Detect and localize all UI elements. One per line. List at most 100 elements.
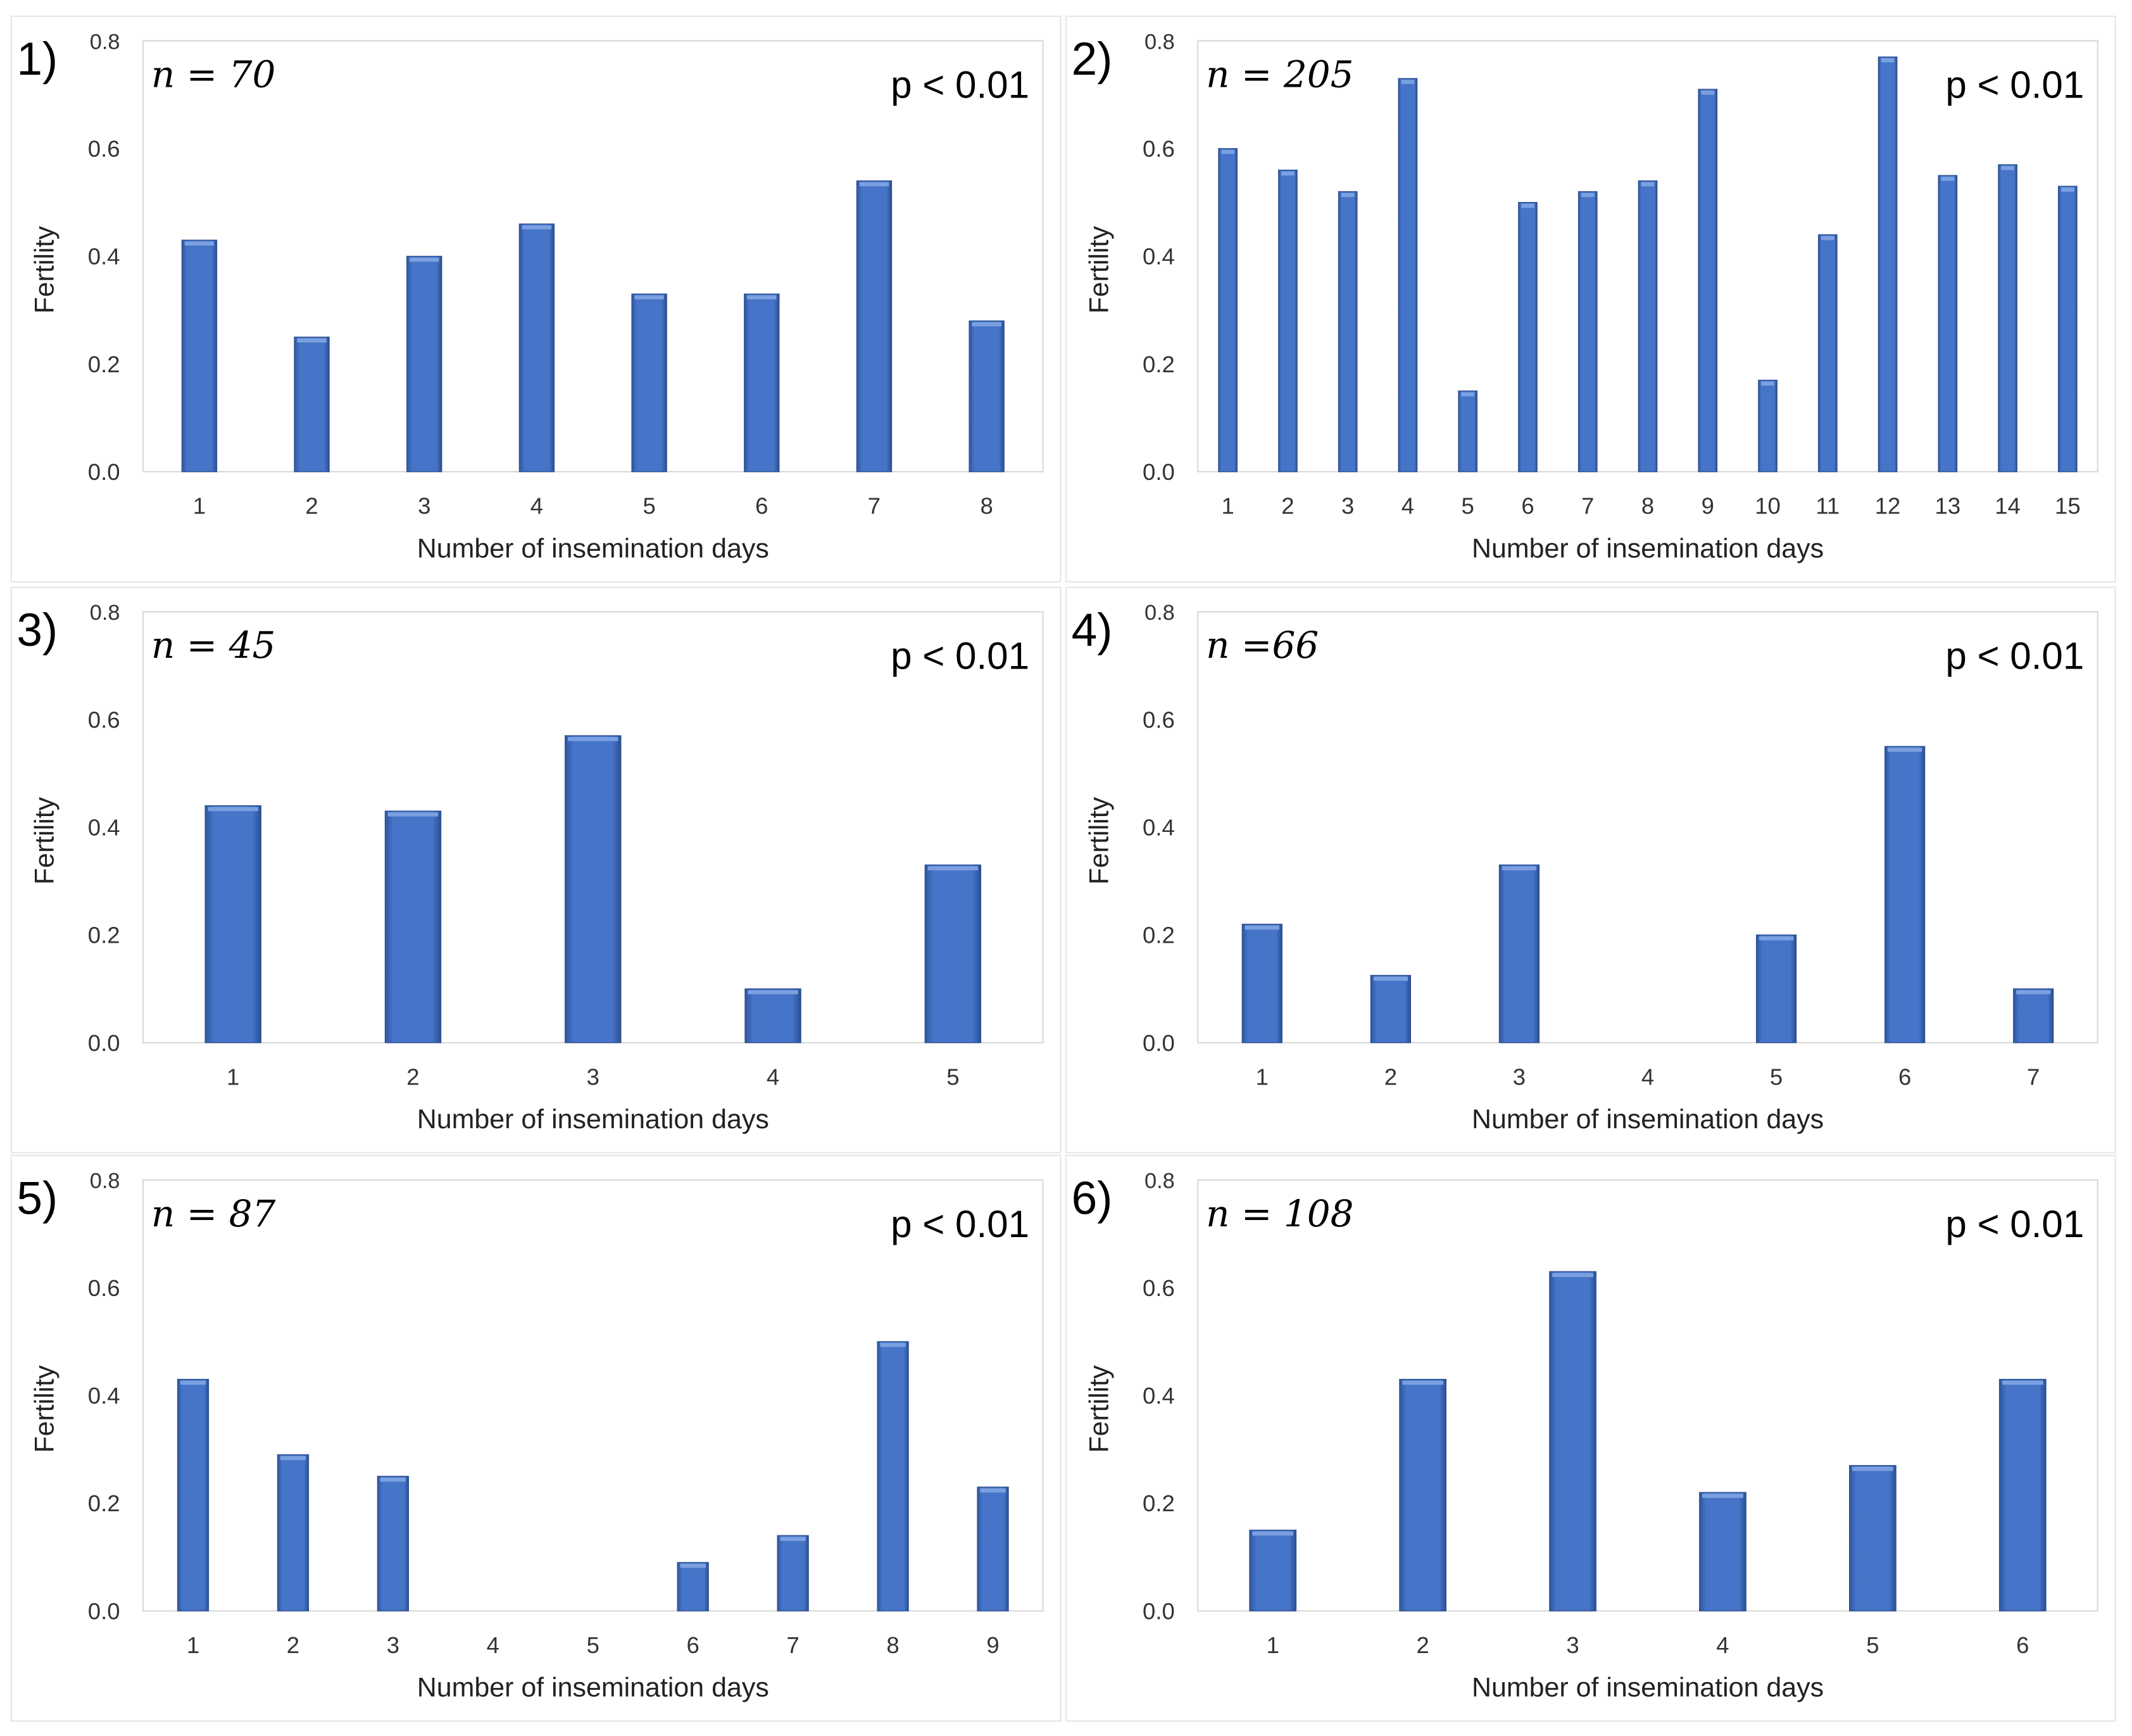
y-tick-label: 0.4 bbox=[1143, 814, 1175, 840]
y-tick-label: 0.6 bbox=[1143, 707, 1175, 733]
x-tick-label: 3 bbox=[1566, 1632, 1579, 1658]
panel-number: 3) bbox=[16, 605, 58, 656]
bar-1 bbox=[181, 239, 218, 472]
y-tick-label: 0.6 bbox=[88, 1275, 120, 1301]
bar-highlight bbox=[972, 322, 1001, 327]
p-value-label: p < 0.01 bbox=[1945, 634, 2084, 677]
y-tick-label: 0.4 bbox=[1143, 1383, 1175, 1409]
x-tick-label: 4 bbox=[1716, 1632, 1729, 1658]
y-tick-label: 0.2 bbox=[1143, 1490, 1175, 1516]
bar-6 bbox=[677, 1562, 709, 1612]
n-label: n = 87 bbox=[151, 1192, 276, 1235]
x-tick-label: 2 bbox=[305, 493, 318, 519]
bar-highlight bbox=[748, 990, 798, 995]
x-tick-label: 1 bbox=[193, 493, 206, 519]
x-tick-label: 2 bbox=[287, 1632, 299, 1658]
p-value-label: p < 0.01 bbox=[1945, 1203, 2084, 1245]
x-tick-label: 1 bbox=[1267, 1632, 1279, 1658]
bar-15 bbox=[2058, 186, 2078, 472]
y-tick-label: 0.4 bbox=[1143, 244, 1175, 270]
bar-9 bbox=[1698, 89, 1718, 472]
bar-highlight bbox=[634, 295, 664, 299]
y-tick-label: 0.4 bbox=[88, 814, 120, 840]
panel-number: 5) bbox=[16, 1173, 58, 1224]
bar-1 bbox=[177, 1378, 210, 1612]
bar-highlight bbox=[2002, 1380, 2043, 1385]
p-value-label: p < 0.01 bbox=[891, 634, 1029, 677]
y-tick-label: 0.8 bbox=[1144, 601, 1175, 625]
y-axis-title: Fertility bbox=[29, 1365, 60, 1453]
bar-highlight bbox=[1521, 203, 1534, 208]
x-tick-label: 2 bbox=[1384, 1064, 1397, 1090]
bar-3 bbox=[1338, 191, 1358, 472]
x-tick-label: 1 bbox=[1222, 493, 1234, 519]
x-tick-label: 4 bbox=[767, 1064, 779, 1090]
chart-panel-4: 4) 0.0 0.2 0.4 0.6 0.8 Fertility 1 2 3 4 5 6 7 Number … bbox=[1065, 586, 2116, 1154]
bar-highlight bbox=[387, 812, 439, 817]
bar-5 bbox=[631, 293, 667, 472]
bar-highlight bbox=[747, 295, 777, 299]
x-tick-label: 4 bbox=[1641, 1064, 1654, 1090]
bar-5 bbox=[1755, 934, 1797, 1043]
bar-3 bbox=[406, 256, 442, 472]
n-label: n = 108 bbox=[1206, 1192, 1353, 1235]
panel-number: 1) bbox=[16, 34, 58, 85]
bar-13 bbox=[1938, 175, 1958, 472]
x-tick-label: 1 bbox=[227, 1064, 239, 1090]
plot-area bbox=[1197, 611, 2098, 1043]
x-tick-label: 5 bbox=[1866, 1632, 1879, 1658]
x-tick-label: 9 bbox=[1702, 493, 1714, 519]
x-tick-label: 8 bbox=[1641, 493, 1654, 519]
y-tick-label: 0.6 bbox=[1143, 135, 1175, 161]
panel-number: 4) bbox=[1072, 605, 1113, 656]
bar-highlight bbox=[280, 1456, 306, 1461]
y-axis-title: Fertility bbox=[1084, 226, 1115, 314]
y-axis-title: Fertility bbox=[29, 796, 60, 884]
x-tick-label: 5 bbox=[946, 1064, 959, 1090]
y-axis-title: Fertility bbox=[29, 226, 60, 314]
x-tick-label: 7 bbox=[868, 493, 881, 519]
x-tick-label: 3 bbox=[1341, 493, 1354, 519]
bar-6 bbox=[1518, 202, 1538, 472]
bar-2 bbox=[384, 810, 442, 1043]
bar-7 bbox=[856, 180, 893, 472]
bar-14 bbox=[1998, 164, 2017, 472]
y-tick-label: 0.0 bbox=[1143, 459, 1175, 485]
bar-highlight bbox=[1881, 58, 1895, 63]
p-value-label: p < 0.01 bbox=[1945, 64, 2084, 106]
y-tick-label: 0.8 bbox=[1144, 30, 1175, 54]
x-tick-label: 4 bbox=[1401, 493, 1414, 519]
bar-highlight bbox=[1759, 936, 1794, 941]
chart-panel-1: 1) 0.0 0.2 0.4 0.6 0.8 Fertility 1 2 3 4 5 6 7 8 Number… bbox=[10, 15, 1062, 583]
bar-highlight bbox=[1702, 1494, 1743, 1498]
bar-2 bbox=[1278, 169, 1298, 472]
bar-8 bbox=[1638, 180, 1658, 472]
bar-highlight bbox=[859, 182, 889, 187]
bar-highlight bbox=[1281, 171, 1295, 176]
y-axis-title: Fertility bbox=[1084, 1365, 1115, 1453]
plot-area bbox=[1197, 1179, 2098, 1612]
chart-panel-3: 3) 0.0 0.2 0.4 0.6 0.8 Fertility 1 2 3 4 5 Number of… bbox=[10, 586, 1062, 1154]
bar-1 bbox=[1241, 924, 1282, 1043]
bar-4 bbox=[744, 988, 801, 1043]
bar-4 bbox=[1398, 78, 1418, 472]
x-tick-label: 15 bbox=[2055, 493, 2081, 519]
x-tick-label: 2 bbox=[1281, 493, 1294, 519]
bar-highlight bbox=[184, 241, 215, 246]
bar-8 bbox=[969, 320, 1005, 472]
bar-3 bbox=[1498, 864, 1540, 1043]
x-tick-label: 7 bbox=[2027, 1064, 2040, 1090]
x-tick-label: 11 bbox=[1815, 493, 1840, 519]
bar-4 bbox=[518, 223, 555, 472]
x-tick-label: 4 bbox=[530, 493, 543, 519]
x-axis-title: Number of insemination days bbox=[417, 1104, 769, 1135]
bar-highlight bbox=[1701, 91, 1715, 95]
bar-9 bbox=[977, 1487, 1009, 1612]
panel-number: 2) bbox=[1072, 34, 1113, 85]
bar-7 bbox=[777, 1535, 809, 1612]
panel-frame bbox=[1065, 586, 2116, 1154]
y-tick-label: 0.8 bbox=[90, 30, 120, 54]
bar-highlight bbox=[880, 1343, 906, 1347]
bar-highlight bbox=[1761, 381, 1774, 386]
